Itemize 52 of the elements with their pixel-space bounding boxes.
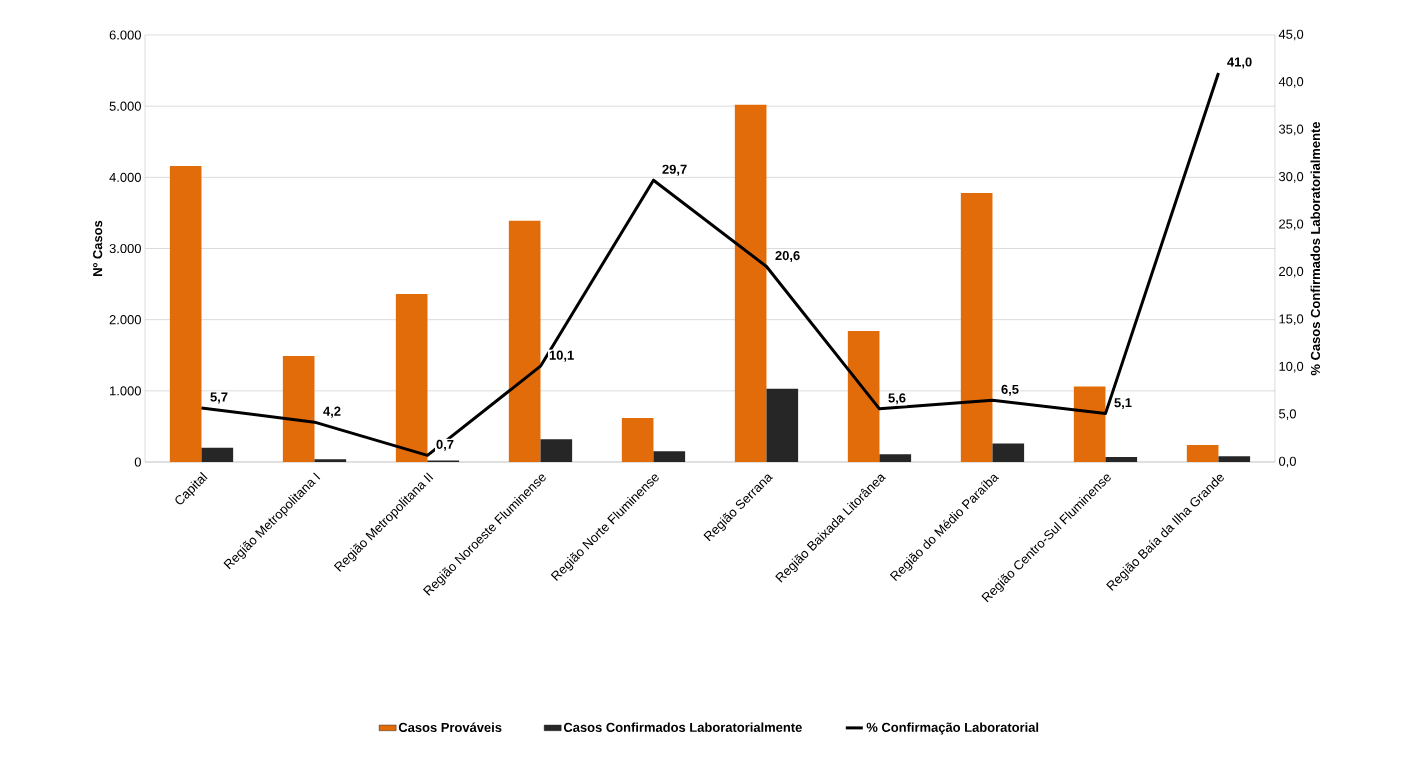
bar — [1218, 456, 1251, 462]
y-tick-label: 3.000 — [109, 243, 141, 254]
data-label: 5,1 — [1114, 398, 1132, 410]
y2-tick-label: 5,0 — [1279, 409, 1296, 420]
bar — [766, 388, 799, 462]
y2-tick-label: 0,0 — [1278, 456, 1296, 468]
bar — [847, 331, 880, 462]
data-label: 5,7 — [210, 392, 228, 404]
bar — [992, 443, 1025, 462]
data-label: 20,6 — [775, 250, 800, 263]
y-tick-label: 5.000 — [109, 101, 141, 111]
data-label: 6,5 — [1001, 384, 1019, 396]
y2-tick-label: 40,0 — [1278, 77, 1304, 88]
y-tick-label: 2.000 — [109, 315, 141, 325]
y-tick-label: 6.000 — [109, 30, 141, 40]
bar — [960, 192, 993, 462]
bar — [1186, 444, 1219, 462]
bar — [314, 459, 347, 462]
y-tick-label: 0 — [134, 457, 141, 467]
y-tick-label: 1.000 — [110, 386, 141, 396]
bar — [734, 104, 767, 462]
y2-tick-label: 25,0 — [1279, 219, 1304, 231]
legend-label: % Confirmação Laboratorial — [866, 722, 1039, 735]
data-label: 0,7 — [436, 439, 454, 451]
bar — [282, 355, 315, 462]
bar — [621, 417, 654, 462]
y2-tick-label: 45,0 — [1278, 29, 1304, 41]
legend-label: Casos Confirmados Laboratorialmente — [563, 722, 802, 732]
bar — [1073, 386, 1106, 462]
bar — [201, 447, 234, 462]
bar — [508, 220, 541, 462]
data-label: 41,0 — [1227, 57, 1252, 69]
y-axis-title: Nº Casos — [93, 220, 103, 276]
bar — [540, 439, 573, 462]
bar — [653, 451, 686, 462]
y2-tick-label: 15,0 — [1279, 314, 1304, 326]
bar — [879, 454, 912, 462]
y2-tick-label: 35,0 — [1278, 124, 1304, 136]
y2-axis-title: % Casos Confirmados Laboratorialmente — [1310, 121, 1321, 376]
data-label: 10,1 — [549, 350, 574, 362]
data-label: 4,2 — [323, 406, 341, 418]
bar — [1105, 457, 1138, 462]
y2-tick-label: 30,0 — [1278, 171, 1304, 183]
data-label: 5,6 — [888, 393, 906, 405]
bar — [169, 165, 202, 462]
y2-tick-label: 20,0 — [1279, 266, 1304, 278]
line-series — [200, 71, 1220, 457]
bar — [395, 294, 428, 462]
data-label: 29,7 — [662, 164, 687, 176]
y2-tick-label: 10,0 — [1279, 361, 1304, 373]
y-tick-label: 4.000 — [109, 172, 141, 182]
legend-label: Casos Prováveis — [398, 722, 502, 733]
